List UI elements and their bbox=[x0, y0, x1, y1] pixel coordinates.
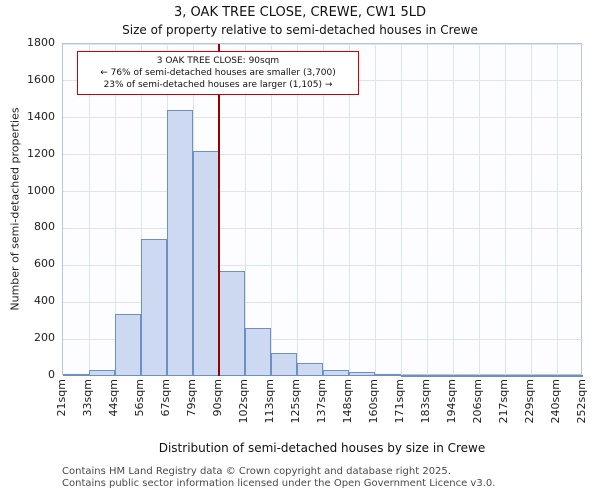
gridline-vertical bbox=[426, 44, 428, 376]
y-tick-label: 0 bbox=[48, 368, 55, 381]
gridline-vertical bbox=[114, 44, 116, 376]
y-tick-label: 1200 bbox=[27, 146, 55, 160]
gridline-vertical bbox=[452, 44, 454, 376]
gridline-vertical bbox=[244, 44, 246, 376]
x-tick-label: 56sqm bbox=[133, 379, 146, 417]
footer-attribution-line1: Contains HM Land Registry data © Crown c… bbox=[62, 466, 451, 477]
histogram-bar bbox=[427, 375, 453, 377]
gridline-vertical bbox=[348, 44, 350, 376]
gridline-vertical bbox=[270, 44, 272, 376]
histogram-bar bbox=[453, 375, 479, 377]
footer: Contains HM Land Registry data © Crown c… bbox=[62, 466, 495, 490]
histogram-bar bbox=[349, 372, 375, 376]
gridline-vertical bbox=[504, 44, 506, 376]
x-tick-label: 160sqm bbox=[367, 379, 380, 424]
x-tick-label: 194sqm bbox=[445, 379, 458, 424]
x-tick-label: 90sqm bbox=[211, 379, 224, 417]
x-tick-label: 240sqm bbox=[549, 379, 562, 424]
x-tick-label: 44sqm bbox=[107, 379, 120, 417]
y-axis-label: Number of semi-detached properties bbox=[8, 107, 22, 311]
gridline-vertical bbox=[400, 44, 402, 376]
y-tick-label: 1800 bbox=[27, 36, 55, 49]
x-tick-label: 217sqm bbox=[497, 379, 510, 424]
y-tick-label: 1000 bbox=[27, 183, 55, 197]
histogram-bar bbox=[505, 375, 531, 377]
histogram-bar bbox=[89, 369, 115, 376]
property-size-marker-line bbox=[218, 44, 220, 376]
histogram-bar bbox=[141, 238, 167, 376]
annotation-box: 3 OAK TREE CLOSE: 90sqm ← 76% of semi-de… bbox=[77, 51, 359, 96]
histogram-bar bbox=[297, 363, 323, 376]
annotation-property-line: 3 OAK TREE CLOSE: 90sqm bbox=[156, 56, 280, 66]
gridline-vertical bbox=[322, 44, 324, 376]
chart-title: 3, OAK TREE CLOSE, CREWE, CW1 5LD bbox=[174, 5, 426, 20]
histogram-bar bbox=[193, 150, 219, 376]
y-tick-label: 600 bbox=[34, 257, 55, 271]
y-tick-label: 1400 bbox=[27, 109, 55, 123]
x-tick-label: 206sqm bbox=[471, 379, 484, 424]
gridline-vertical bbox=[88, 44, 90, 376]
x-tick-label: 33sqm bbox=[81, 379, 94, 417]
x-tick-label: 171sqm bbox=[393, 379, 406, 424]
annotation-larger-line: 23% of semi-detached houses are larger (… bbox=[103, 80, 333, 91]
histogram-bar bbox=[557, 374, 583, 377]
x-tick-label: 102sqm bbox=[237, 379, 250, 424]
x-tick-label: 79sqm bbox=[185, 379, 198, 417]
footer-attribution-line2: Contains public sector information licen… bbox=[62, 477, 496, 489]
x-tick-label: 148sqm bbox=[341, 379, 354, 424]
chart-subtitle: Size of property relative to semi-detach… bbox=[122, 23, 478, 37]
plot-area: 3 OAK TREE CLOSE: 90sqm ← 76% of semi-de… bbox=[62, 43, 583, 377]
x-axis-label: Distribution of semi-detached houses by … bbox=[158, 441, 486, 455]
histogram-bar bbox=[323, 370, 349, 376]
gridline-vertical bbox=[296, 44, 298, 376]
histogram-bar bbox=[245, 328, 271, 376]
y-tick-label: 800 bbox=[34, 220, 55, 234]
y-tick-label: 200 bbox=[34, 331, 55, 345]
gridline-vertical bbox=[140, 44, 142, 376]
histogram-bar bbox=[271, 352, 297, 376]
x-tick-label: 137sqm bbox=[315, 379, 328, 424]
x-tick-label: 252sqm bbox=[575, 379, 588, 424]
histogram-bar bbox=[401, 374, 427, 377]
x-tick-label: 125sqm bbox=[289, 379, 302, 424]
histogram-bar bbox=[63, 374, 89, 377]
histogram-bar bbox=[479, 375, 505, 377]
gridline-vertical bbox=[478, 44, 480, 376]
x-tick-label: 21sqm bbox=[55, 379, 68, 417]
x-tick-label: 113sqm bbox=[263, 379, 276, 424]
histogram-bar bbox=[219, 270, 245, 376]
annotation-smaller-line: ← 76% of semi-detached houses are smalle… bbox=[100, 68, 336, 79]
y-tick-label: 400 bbox=[34, 294, 55, 308]
gridline-vertical bbox=[556, 44, 558, 376]
gridline-vertical bbox=[530, 44, 532, 376]
histogram-bar bbox=[115, 314, 141, 376]
histogram-bar bbox=[375, 374, 401, 377]
gridline-vertical bbox=[374, 44, 376, 376]
histogram-bar bbox=[167, 110, 193, 376]
x-tick-label: 67sqm bbox=[159, 379, 172, 417]
x-tick-label: 229sqm bbox=[523, 379, 536, 424]
x-tick-label: 183sqm bbox=[419, 379, 432, 424]
y-tick-label: 1600 bbox=[27, 72, 55, 86]
histogram-bar bbox=[531, 375, 557, 377]
